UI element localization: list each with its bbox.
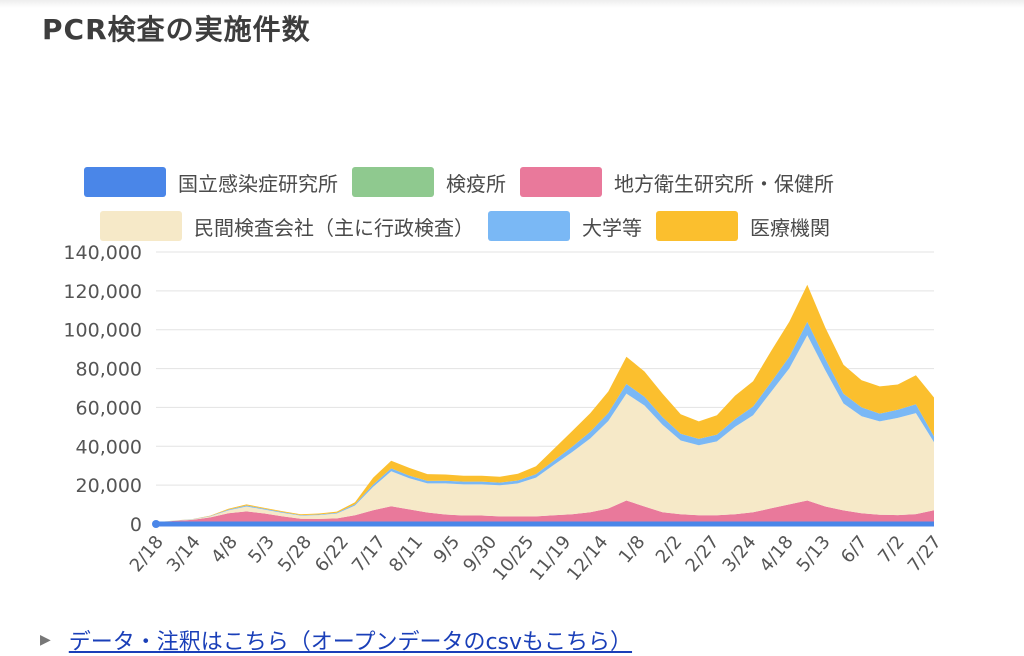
x-tick-label: 1/8 [615,532,650,568]
page-title: PCR検査の実施件数 [42,13,311,46]
legend-item-local-health[interactable]: 地方衛生研究所・保健所 [520,167,834,197]
y-tick-label: 80,000 [76,359,142,381]
legend-swatch-quarantine [352,167,434,197]
legend-swatch-private-lab [100,211,182,241]
x-tick-label: 10/25 [489,532,538,585]
x-tick-label: 7/17 [348,532,390,576]
series-area-3 [156,335,934,523]
legend-row-1: 国立感染症研究所 検疫所 地方衛生研究所・保健所 [84,160,924,204]
y-tick-label: 100,000 [63,320,142,342]
series-area-2 [156,500,934,524]
x-tick-label: 2/27 [681,532,723,576]
legend-label-quarantine: 検疫所 [446,171,506,196]
legend-label-niid: 国立感染症研究所 [178,171,338,196]
data-point-start [152,520,160,528]
x-tick-label: 8/11 [385,532,427,576]
legend-label-private-lab: 民間検査会社（主に行政検査） [194,215,474,240]
data-link-row: ▶ データ・注釈はこちら（オープンデータのcsvもこちら） [40,624,632,656]
legend-label-local-health: 地方衛生研究所・保健所 [614,171,834,196]
legend-swatch-medical [656,211,738,241]
y-tick-label: 40,000 [76,436,142,458]
legend-item-quarantine[interactable]: 検疫所 [352,167,506,197]
triangle-right-icon[interactable]: ▶ [40,632,51,648]
chart-legend: 国立感染症研究所 検疫所 地方衛生研究所・保健所 民間検査会社（主に行政検査） … [84,160,924,248]
x-tick-label: 5/28 [274,532,316,576]
legend-item-medical[interactable]: 医療機関 [656,211,830,241]
x-tick-label: 7/27 [904,532,946,576]
y-tick-label: 140,000 [63,242,142,264]
legend-label-university: 大学等 [582,215,642,240]
legend-swatch-niid [84,167,166,197]
legend-swatch-local-health [520,167,602,197]
legend-label-medical: 医療機関 [750,215,830,240]
x-tick-label: 2/18 [126,532,168,576]
x-tick-label: 3/24 [719,532,761,576]
legend-item-private-lab[interactable]: 民間検査会社（主に行政検査） [100,211,474,241]
x-tick-label: 4/18 [756,532,798,576]
x-tick-label: 6/22 [311,532,353,576]
x-tick-label: 12/14 [563,532,612,585]
x-tick-label: 6/7 [837,532,872,568]
y-tick-label: 20,000 [76,475,142,497]
pcr-chart: 0 20,000 40,000 60,000 80,000 100,000 120,000 1… [63,242,946,585]
x-tick-label: 3/14 [163,532,205,576]
x-tick-label: 4/8 [207,532,242,568]
legend-row-2: 民間検査会社（主に行政検査） 大学等 医療機関 [84,204,924,248]
data-notes-link[interactable]: データ・注釈はこちら（オープンデータのcsvもこちら） [68,630,633,655]
y-tick-label: 60,000 [76,397,142,419]
top-shadow [0,0,1024,8]
y-tick-label: 120,000 [63,281,142,303]
x-tick-label: 11/19 [526,532,575,585]
x-tick-label: 5/13 [793,532,835,576]
legend-swatch-university [488,211,570,241]
y-tick-label: 0 [130,514,142,536]
legend-item-university[interactable]: 大学等 [488,211,642,241]
legend-item-niid[interactable]: 国立感染症研究所 [84,167,338,197]
